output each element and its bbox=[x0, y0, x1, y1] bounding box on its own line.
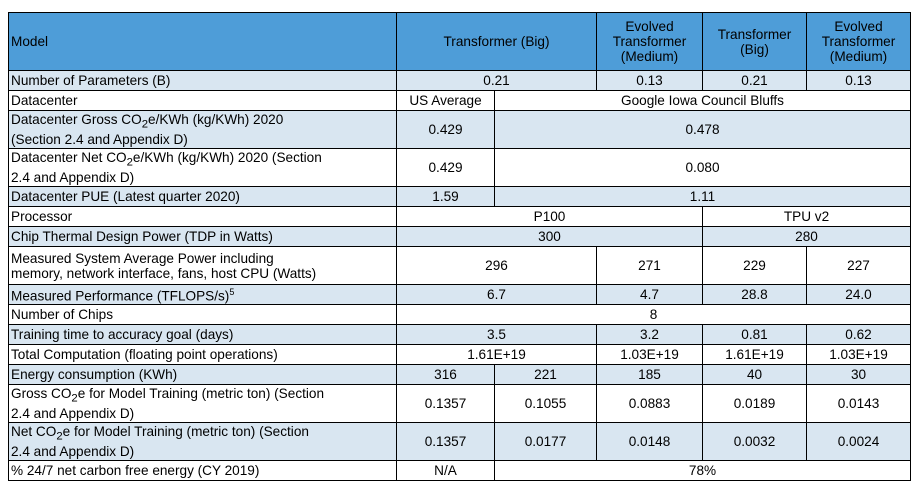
cell: US Average bbox=[396, 90, 495, 111]
cell: 296 bbox=[396, 246, 597, 285]
row-performance: Measured Performance (TFLOPS/s)5 6.7 4.7… bbox=[8, 284, 911, 305]
cell: N/A bbox=[396, 460, 495, 481]
cell: 0.13 bbox=[806, 70, 911, 91]
cell: 30 bbox=[806, 364, 911, 385]
cell: 0.21 bbox=[702, 70, 807, 91]
cell: 6.7 bbox=[396, 284, 597, 305]
cell: 40 bbox=[702, 364, 807, 385]
cell: TPU v2 bbox=[702, 206, 911, 227]
row-training-time: Training time to accuracy goal (days) 3.… bbox=[8, 324, 911, 345]
row-pue: Datacenter PUE (Latest quarter 2020) 1.5… bbox=[8, 186, 911, 207]
cell: 227 bbox=[806, 246, 911, 285]
header-transformer-big-tpu: Transformer (Big) bbox=[702, 12, 807, 71]
cell: 0.0024 bbox=[806, 422, 911, 461]
row-energy: Energy consumption (KWh) 316 221 185 40 … bbox=[8, 364, 911, 385]
cell: 0.0883 bbox=[596, 384, 703, 423]
cell: 229 bbox=[702, 246, 807, 285]
header-row: Model Transformer (Big) Evolved Transfor… bbox=[8, 12, 911, 71]
row-label: Measured System Average Power including m… bbox=[8, 246, 397, 285]
cell: 0.1357 bbox=[396, 384, 495, 423]
cell: 280 bbox=[702, 226, 911, 247]
header-transformer-big-p100: Transformer (Big) bbox=[396, 12, 597, 71]
cell: 0.429 bbox=[396, 110, 495, 149]
cell: 221 bbox=[494, 364, 597, 385]
cell: 0.21 bbox=[396, 70, 597, 91]
row-parameters: Number of Parameters (B) 0.21 0.13 0.21 … bbox=[8, 70, 911, 91]
row-system-power: Measured System Average Power including m… bbox=[8, 246, 911, 285]
cell: 0.429 bbox=[396, 148, 495, 187]
row-gross-co2: Datacenter Gross CO2e/KWh (kg/KWh) 2020(… bbox=[8, 110, 911, 149]
row-label: Processor bbox=[8, 206, 397, 227]
row-label: Gross CO2e for Model Training (metric to… bbox=[8, 384, 397, 423]
row-label: Measured Performance (TFLOPS/s)5 bbox=[8, 284, 397, 305]
row-label: Number of Chips bbox=[8, 304, 397, 325]
cell: 0.13 bbox=[596, 70, 703, 91]
cell: 1.11 bbox=[494, 186, 911, 207]
row-datacenter: Datacenter US Average Google Iowa Counci… bbox=[8, 90, 911, 111]
row-label: Datacenter Net CO2e/KWh (kg/KWh) 2020 (S… bbox=[8, 148, 397, 187]
cell: 0.478 bbox=[494, 110, 911, 149]
header-evolved-medium-p100: Evolved Transformer (Medium) bbox=[596, 12, 703, 71]
row-label: Total Computation (floating point operat… bbox=[8, 344, 397, 365]
cell: Google Iowa Council Bluffs bbox=[494, 90, 911, 111]
cell: 0.080 bbox=[494, 148, 911, 187]
cell: 316 bbox=[396, 364, 495, 385]
cell: 4.7 bbox=[596, 284, 703, 305]
model-comparison-table: Model Transformer (Big) Evolved Transfor… bbox=[8, 12, 911, 481]
cell: 24.0 bbox=[806, 284, 911, 305]
header-model: Model bbox=[8, 12, 397, 71]
cell: 0.81 bbox=[702, 324, 807, 345]
header-evolved-medium-tpu: Evolved Transformer (Medium) bbox=[806, 12, 911, 71]
cell: 0.0032 bbox=[702, 422, 807, 461]
row-gross-training: Gross CO2e for Model Training (metric to… bbox=[8, 384, 911, 423]
cell: 300 bbox=[396, 226, 703, 247]
row-net-co2: Datacenter Net CO2e/KWh (kg/KWh) 2020 (S… bbox=[8, 148, 911, 187]
row-chips: Number of Chips 8 bbox=[8, 304, 911, 325]
footnote-marker: 5 bbox=[229, 287, 235, 298]
row-label: Chip Thermal Design Power (TDP in Watts) bbox=[8, 226, 397, 247]
cell: 28.8 bbox=[702, 284, 807, 305]
cell: 0.0177 bbox=[494, 422, 597, 461]
row-label: Training time to accuracy goal (days) bbox=[8, 324, 397, 345]
row-tdp: Chip Thermal Design Power (TDP in Watts)… bbox=[8, 226, 911, 247]
cell: 1.03E+19 bbox=[806, 344, 911, 365]
row-label: Datacenter Gross CO2e/KWh (kg/KWh) 2020(… bbox=[8, 110, 397, 149]
cell: 0.62 bbox=[806, 324, 911, 345]
row-label: Energy consumption (KWh) bbox=[8, 364, 397, 385]
cell: 3.2 bbox=[596, 324, 703, 345]
cell: 3.5 bbox=[396, 324, 597, 345]
row-carbon-free-energy: % 24/7 net carbon free energy (CY 2019) … bbox=[8, 460, 911, 481]
cell: 0.1357 bbox=[396, 422, 495, 461]
cell: 1.03E+19 bbox=[596, 344, 703, 365]
cell: 271 bbox=[596, 246, 703, 285]
row-label: Datacenter PUE (Latest quarter 2020) bbox=[8, 186, 397, 207]
cell: 1.61E+19 bbox=[396, 344, 597, 365]
row-label: % 24/7 net carbon free energy (CY 2019) bbox=[8, 460, 397, 481]
cell: 1.59 bbox=[396, 186, 495, 207]
cell: 1.61E+19 bbox=[702, 344, 807, 365]
cell: 0.0143 bbox=[806, 384, 911, 423]
row-processor: Processor P100 TPU v2 bbox=[8, 206, 911, 227]
cell: 0.0189 bbox=[702, 384, 807, 423]
cell: 78% bbox=[494, 460, 911, 481]
cell: P100 bbox=[396, 206, 703, 227]
cell: 185 bbox=[596, 364, 703, 385]
row-label: Datacenter bbox=[8, 90, 397, 111]
row-net-training: Net CO2e for Model Training (metric ton)… bbox=[8, 422, 911, 461]
cell: 8 bbox=[396, 304, 911, 325]
row-total-computation: Total Computation (floating point operat… bbox=[8, 344, 911, 365]
cell: 0.0148 bbox=[596, 422, 703, 461]
row-label: Net CO2e for Model Training (metric ton)… bbox=[8, 422, 397, 461]
row-label: Number of Parameters (B) bbox=[8, 70, 397, 91]
cell: 0.1055 bbox=[494, 384, 597, 423]
